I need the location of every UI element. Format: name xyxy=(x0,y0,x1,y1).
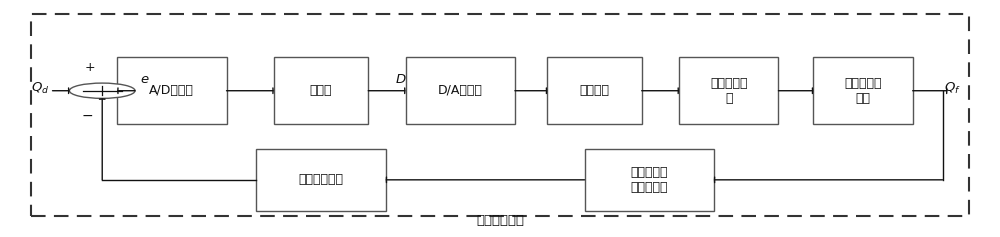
Bar xyxy=(274,57,368,124)
Text: $D$: $D$ xyxy=(395,73,406,86)
Bar xyxy=(585,149,714,211)
Text: $Q_f$: $Q_f$ xyxy=(944,81,961,96)
Text: $Q_d$: $Q_d$ xyxy=(31,81,50,96)
Text: 编码电路: 编码电路 xyxy=(579,84,609,97)
Text: 流量传感器
压力传感器: 流量传感器 压力传感器 xyxy=(630,166,668,194)
Text: +: + xyxy=(85,61,96,74)
Text: 单片机: 单片机 xyxy=(310,84,332,97)
Text: 控制系统原理: 控制系统原理 xyxy=(476,214,524,227)
Bar xyxy=(547,57,642,124)
Text: 多路电磁换
向阀: 多路电磁换 向阀 xyxy=(844,77,882,105)
Bar xyxy=(256,149,386,211)
Bar xyxy=(679,57,778,124)
Text: 功率放大电
路: 功率放大电 路 xyxy=(710,77,747,105)
Text: 信号处理电路: 信号处理电路 xyxy=(298,173,344,186)
Circle shape xyxy=(69,83,135,98)
Bar xyxy=(117,57,227,124)
Bar xyxy=(406,57,515,124)
Bar xyxy=(31,14,969,216)
Text: −: − xyxy=(81,109,93,123)
Text: D/A转换器: D/A转换器 xyxy=(438,84,483,97)
Text: A/D转换器: A/D转换器 xyxy=(149,84,194,97)
Text: $e$: $e$ xyxy=(140,73,150,86)
Bar xyxy=(813,57,913,124)
